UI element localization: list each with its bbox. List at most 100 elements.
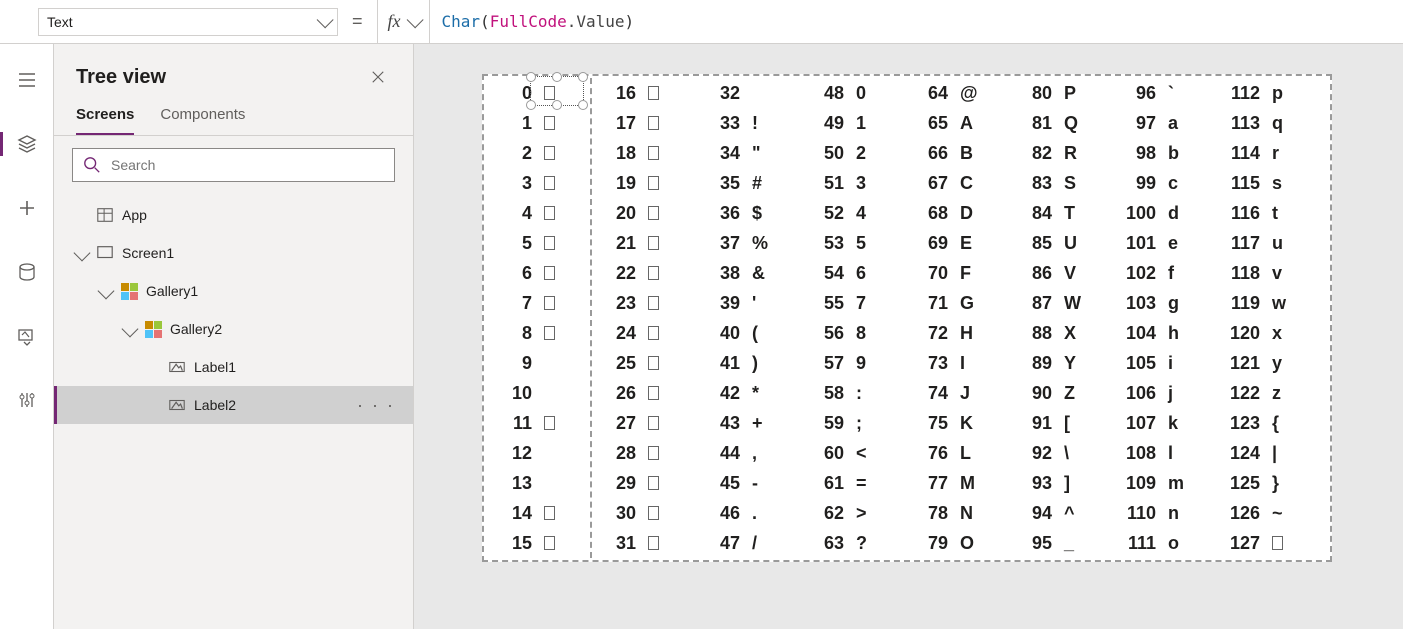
ascii-cell[interactable]: 31 [592, 528, 696, 558]
ascii-cell[interactable]: 80P [1008, 78, 1112, 108]
ascii-cell[interactable]: 60< [800, 438, 904, 468]
ascii-cell[interactable]: 81Q [1008, 108, 1112, 138]
ascii-cell[interactable]: 20 [592, 198, 696, 228]
ascii-cell[interactable]: 72H [904, 318, 1008, 348]
hamburger-icon[interactable] [0, 62, 54, 98]
search-box[interactable] [72, 148, 395, 182]
ascii-cell[interactable]: 107k [1112, 408, 1216, 438]
ascii-cell[interactable]: 66B [904, 138, 1008, 168]
ascii-cell[interactable]: 14 [488, 498, 590, 528]
media-icon[interactable] [0, 318, 54, 354]
ascii-cell[interactable]: 491 [800, 108, 904, 138]
more-icon[interactable]: · · · [357, 395, 395, 416]
ascii-cell[interactable]: 15 [488, 528, 590, 558]
ascii-cell[interactable]: 44, [696, 438, 800, 468]
ascii-cell[interactable]: 109m [1112, 468, 1216, 498]
ascii-cell[interactable]: 84T [1008, 198, 1112, 228]
ascii-cell[interactable]: 96` [1112, 78, 1216, 108]
ascii-cell[interactable]: 27 [592, 408, 696, 438]
tree-item-app[interactable]: App [54, 196, 413, 234]
ascii-cell[interactable]: 69E [904, 228, 1008, 258]
ascii-cell[interactable]: 74J [904, 378, 1008, 408]
ascii-cell[interactable]: 106j [1112, 378, 1216, 408]
tab-screens[interactable]: Screens [76, 106, 134, 135]
ascii-cell[interactable]: 71G [904, 288, 1008, 318]
ascii-cell[interactable]: 11 [488, 408, 590, 438]
ascii-cell[interactable]: 127 [1216, 528, 1320, 558]
ascii-cell[interactable]: 124| [1216, 438, 1320, 468]
chevron-down-icon[interactable] [74, 245, 91, 262]
ascii-cell[interactable]: 36$ [696, 198, 800, 228]
tree-item-gallery2[interactable]: Gallery2 [54, 310, 413, 348]
ascii-gallery[interactable]: 0123456789101112131415161718192021222324… [482, 74, 1332, 562]
ascii-cell[interactable]: 112p [1216, 78, 1320, 108]
ascii-cell[interactable]: 546 [800, 258, 904, 288]
ascii-cell[interactable]: 105i [1112, 348, 1216, 378]
ascii-cell[interactable]: 41) [696, 348, 800, 378]
ascii-cell[interactable]: 122z [1216, 378, 1320, 408]
chevron-down-icon[interactable] [98, 283, 115, 300]
ascii-cell[interactable]: 125} [1216, 468, 1320, 498]
ascii-cell[interactable]: 97a [1112, 108, 1216, 138]
ascii-cell[interactable]: 70F [904, 258, 1008, 288]
ascii-cell[interactable]: 480 [800, 78, 904, 108]
ascii-cell[interactable]: 9 [488, 348, 590, 378]
ascii-cell[interactable]: 45- [696, 468, 800, 498]
ascii-cell[interactable]: 25 [592, 348, 696, 378]
ascii-cell[interactable]: 73I [904, 348, 1008, 378]
ascii-cell[interactable]: 83S [1008, 168, 1112, 198]
ascii-cell[interactable]: 87W [1008, 288, 1112, 318]
ascii-cell[interactable]: 3 [488, 168, 590, 198]
ascii-cell[interactable]: 100d [1112, 198, 1216, 228]
ascii-cell[interactable]: 99c [1112, 168, 1216, 198]
ascii-cell[interactable]: 19 [592, 168, 696, 198]
ascii-cell[interactable]: 35# [696, 168, 800, 198]
ascii-cell[interactable]: 6 [488, 258, 590, 288]
ascii-cell[interactable]: 47/ [696, 528, 800, 558]
ascii-cell[interactable]: 43+ [696, 408, 800, 438]
tree-item-screen1[interactable]: Screen1 [54, 234, 413, 272]
ascii-cell[interactable]: 7 [488, 288, 590, 318]
ascii-cell[interactable]: 118v [1216, 258, 1320, 288]
ascii-cell[interactable]: 16 [592, 78, 696, 108]
property-dropdown[interactable]: Text [38, 8, 338, 36]
ascii-cell[interactable]: 113q [1216, 108, 1320, 138]
ascii-cell[interactable]: 32 [696, 78, 800, 108]
tree-item-label2[interactable]: Label2· · · [54, 386, 413, 424]
ascii-cell[interactable]: 13 [488, 468, 590, 498]
tree-item-gallery1[interactable]: Gallery1 [54, 272, 413, 310]
fx-dropdown[interactable]: fx [377, 0, 430, 43]
ascii-cell[interactable]: 63? [800, 528, 904, 558]
ascii-cell[interactable]: 58: [800, 378, 904, 408]
ascii-cell[interactable]: 108l [1112, 438, 1216, 468]
ascii-cell[interactable]: 76L [904, 438, 1008, 468]
ascii-cell[interactable]: 116t [1216, 198, 1320, 228]
ascii-cell[interactable]: 557 [800, 288, 904, 318]
ascii-cell[interactable]: 119w [1216, 288, 1320, 318]
ascii-cell[interactable]: 38& [696, 258, 800, 288]
ascii-cell[interactable]: 568 [800, 318, 904, 348]
ascii-cell[interactable]: 110n [1112, 498, 1216, 528]
ascii-cell[interactable]: 4 [488, 198, 590, 228]
ascii-cell[interactable]: 502 [800, 138, 904, 168]
ascii-cell[interactable]: 21 [592, 228, 696, 258]
ascii-cell[interactable]: 26 [592, 378, 696, 408]
ascii-cell[interactable]: 101e [1112, 228, 1216, 258]
ascii-cell[interactable]: 24 [592, 318, 696, 348]
insert-icon[interactable] [0, 190, 54, 226]
ascii-cell[interactable]: 79O [904, 528, 1008, 558]
ascii-cell[interactable]: 126~ [1216, 498, 1320, 528]
ascii-cell[interactable]: 28 [592, 438, 696, 468]
ascii-cell[interactable]: 88X [1008, 318, 1112, 348]
close-icon[interactable] [365, 64, 391, 90]
ascii-cell[interactable]: 0 [488, 78, 590, 108]
ascii-cell[interactable]: 91[ [1008, 408, 1112, 438]
ascii-cell[interactable]: 22 [592, 258, 696, 288]
ascii-cell[interactable]: 29 [592, 468, 696, 498]
ascii-cell[interactable]: 8 [488, 318, 590, 348]
settings-icon[interactable] [0, 382, 54, 418]
ascii-cell[interactable]: 117u [1216, 228, 1320, 258]
search-input[interactable] [109, 156, 384, 174]
ascii-cell[interactable]: 23 [592, 288, 696, 318]
ascii-cell[interactable]: 64@ [904, 78, 1008, 108]
